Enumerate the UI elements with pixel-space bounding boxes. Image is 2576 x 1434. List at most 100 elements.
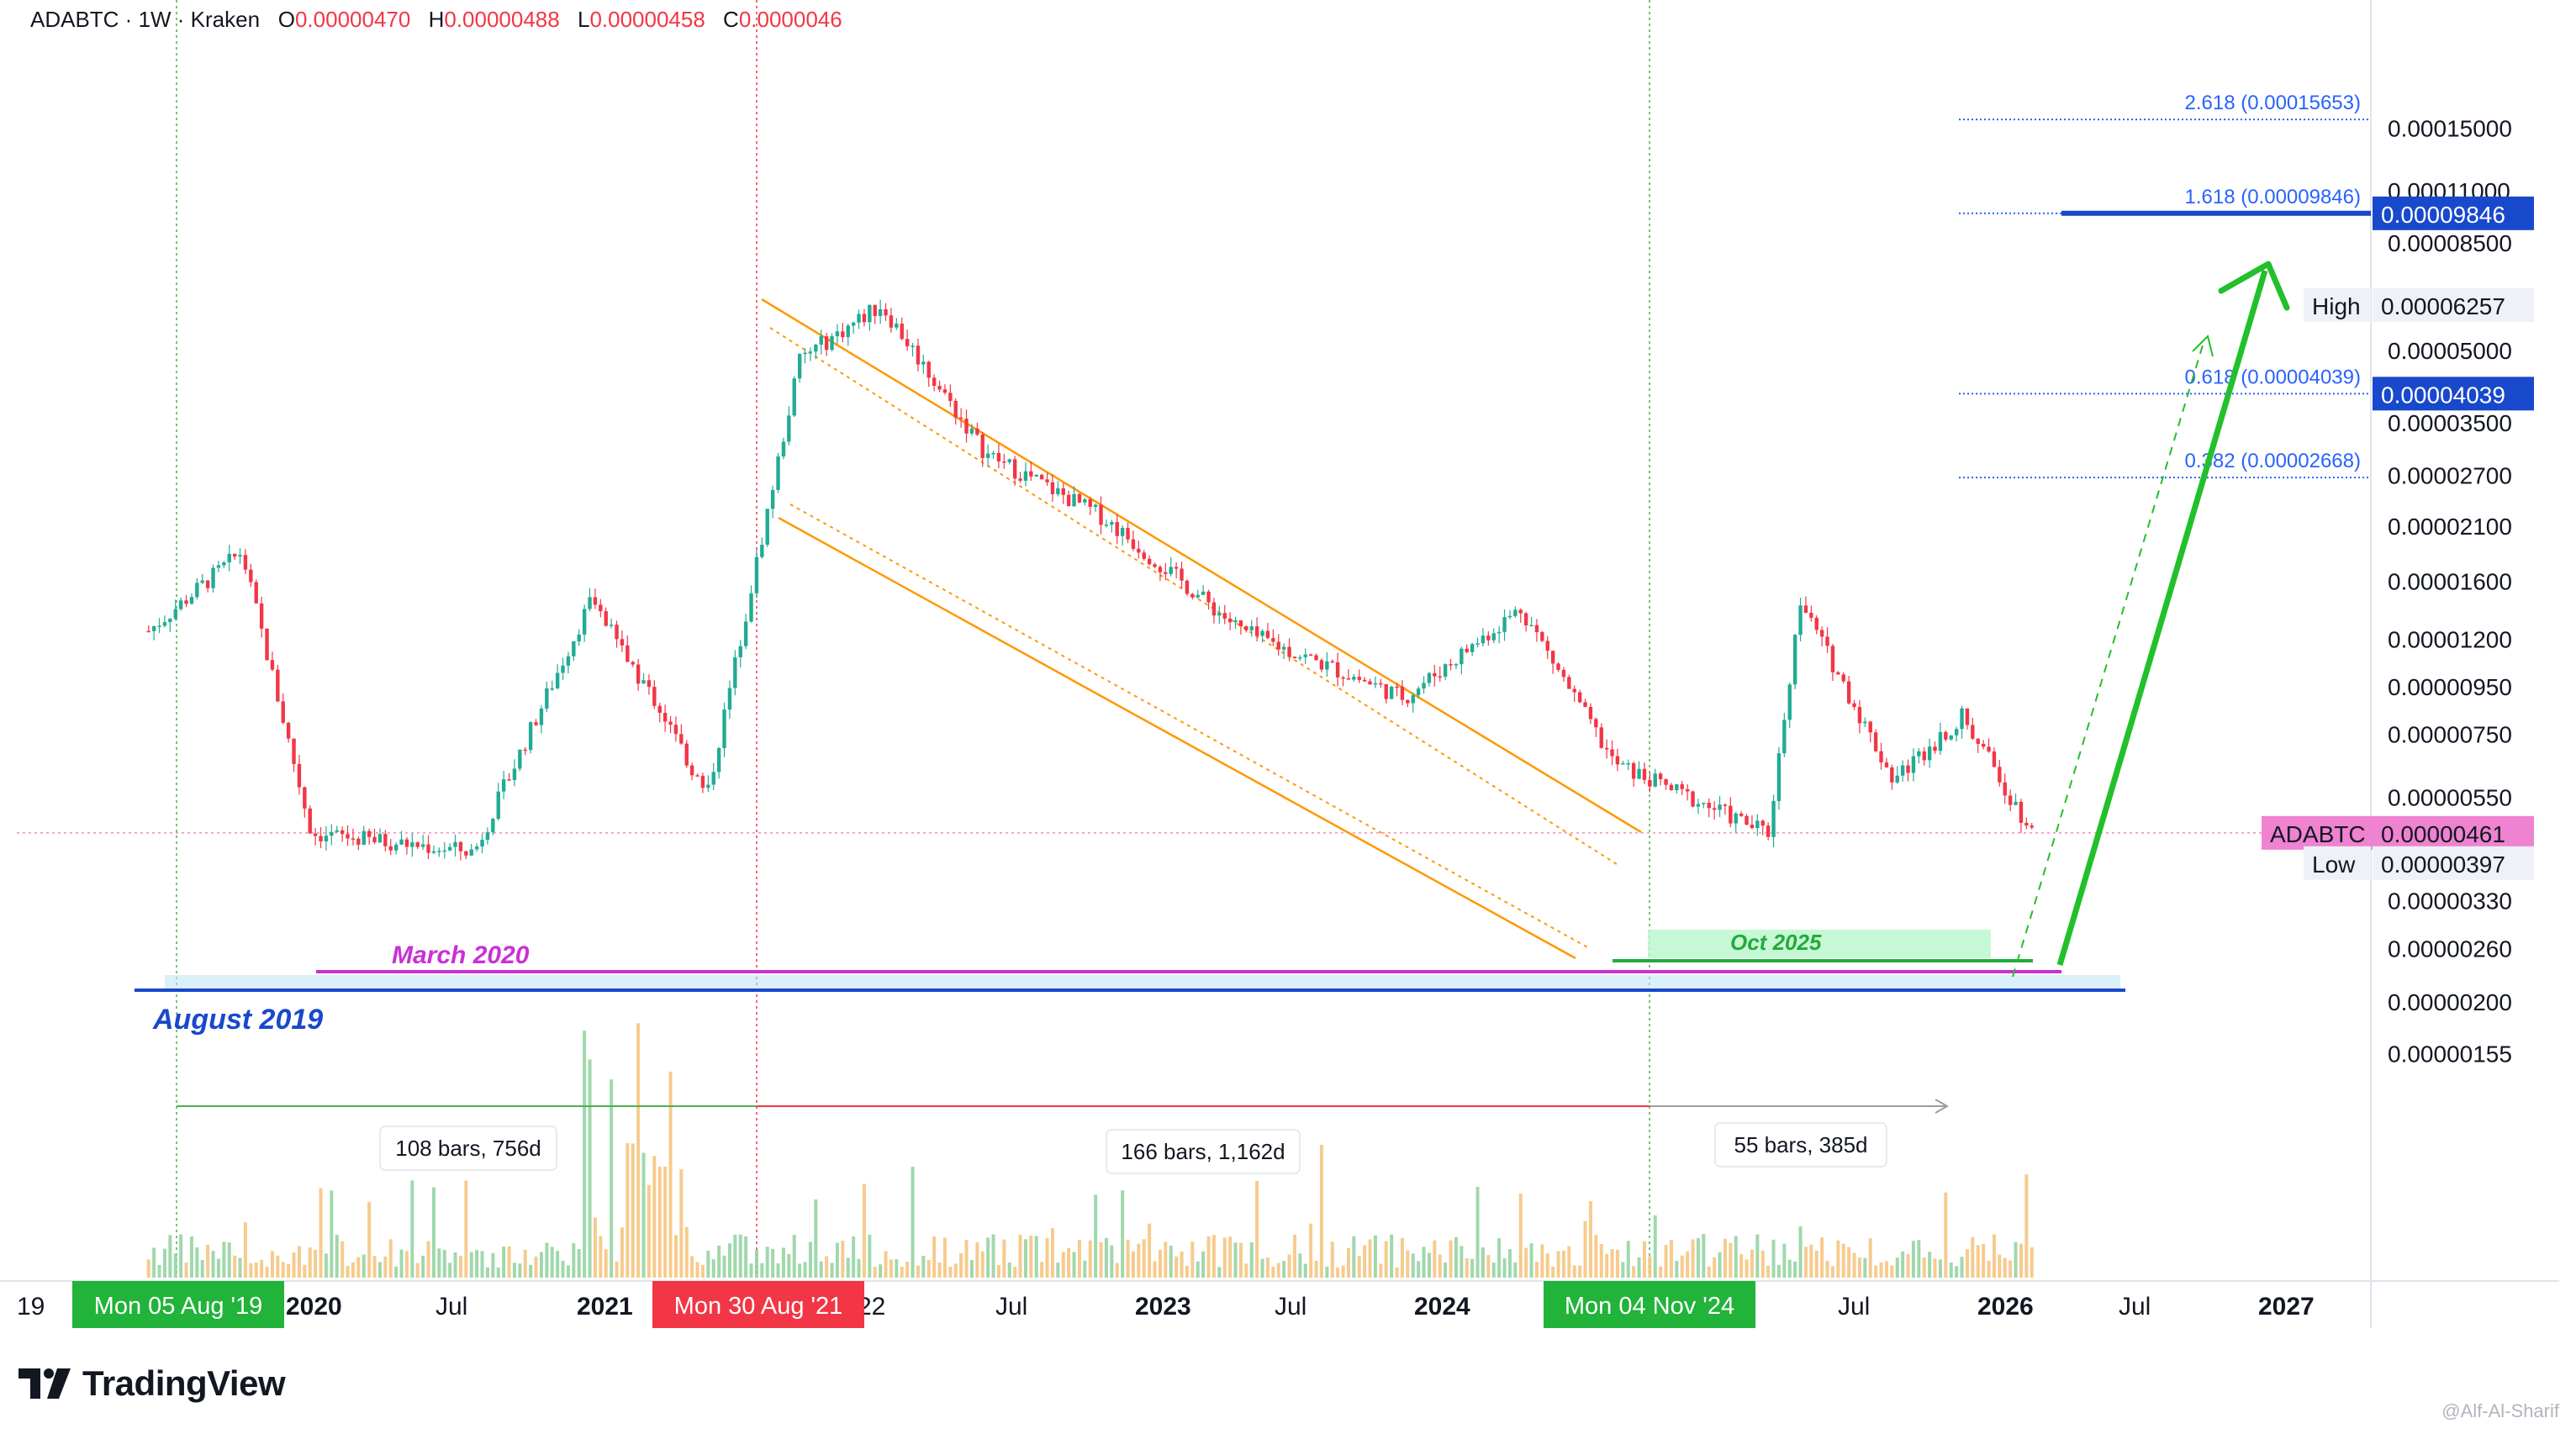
volume-bar-155 bbox=[980, 1251, 984, 1278]
volume-bar-66 bbox=[502, 1247, 506, 1278]
volume-bar-289 bbox=[1702, 1234, 1706, 1278]
volume-bar-230 bbox=[1384, 1241, 1388, 1278]
price-tag-value-2: 0.00004039 bbox=[2381, 382, 2505, 408]
candle-body-234 bbox=[1406, 699, 1410, 704]
x-tick-label-5: Jul bbox=[995, 1293, 1027, 1321]
candle-body-146 bbox=[932, 377, 937, 387]
volume-group bbox=[146, 1023, 2034, 1278]
volume-bar-135 bbox=[873, 1267, 877, 1278]
candle-body-208 bbox=[1265, 630, 1270, 639]
candle-body-225 bbox=[1357, 677, 1361, 680]
candle-body-193 bbox=[1185, 580, 1190, 594]
price-tag-label-1: High bbox=[2312, 293, 2361, 319]
volume-bar-139 bbox=[895, 1259, 899, 1278]
volume-bar-303 bbox=[1776, 1264, 1781, 1278]
candle-body-37 bbox=[346, 834, 350, 839]
candle-body-224 bbox=[1352, 677, 1356, 680]
candle-body-85 bbox=[604, 611, 608, 626]
volume-bar-102 bbox=[695, 1262, 699, 1278]
volume-bar-244 bbox=[1460, 1246, 1464, 1278]
volume-bar-182 bbox=[1126, 1239, 1130, 1278]
y-tick-label-3: 0.00005000 bbox=[2388, 338, 2512, 364]
candle-body-7 bbox=[184, 600, 188, 604]
candle-body-162 bbox=[1018, 478, 1022, 481]
candle-body-161 bbox=[1012, 459, 1017, 479]
volume-bar-299 bbox=[1755, 1234, 1760, 1278]
candle-body-214 bbox=[1298, 656, 1302, 659]
candle-body-191 bbox=[1174, 567, 1179, 569]
candle-body-222 bbox=[1341, 677, 1345, 679]
volume-bar-235 bbox=[1411, 1253, 1415, 1278]
volume-bar-114 bbox=[760, 1263, 764, 1278]
volume-bar-110 bbox=[738, 1234, 742, 1278]
price-tag-box-3 bbox=[2262, 815, 2534, 850]
candle-body-211 bbox=[1281, 646, 1286, 650]
volume-bar-242 bbox=[1449, 1240, 1453, 1278]
volume-bar-178 bbox=[1104, 1237, 1108, 1278]
candle-body-119 bbox=[787, 415, 791, 442]
candle-body-61 bbox=[474, 846, 479, 850]
candle-body-28 bbox=[297, 763, 302, 788]
candle-body-235 bbox=[1411, 695, 1415, 704]
candle-body-304 bbox=[1782, 720, 1787, 754]
volume-bar-73 bbox=[539, 1252, 543, 1278]
candle-body-14 bbox=[222, 562, 226, 566]
volume-bar-170 bbox=[1061, 1252, 1065, 1278]
volume-bar-222 bbox=[1341, 1265, 1345, 1278]
volume-bar-288 bbox=[1696, 1238, 1700, 1278]
price-tag-box-4 bbox=[2373, 846, 2534, 880]
volume-bar-67 bbox=[507, 1246, 511, 1278]
volume-bar-151 bbox=[959, 1252, 963, 1278]
candle-body-112 bbox=[749, 593, 753, 622]
candle-body-300 bbox=[1760, 820, 1765, 826]
volume-bar-94 bbox=[652, 1156, 657, 1278]
projection-arrow-main bbox=[2056, 270, 2268, 966]
volume-bar-221 bbox=[1336, 1267, 1340, 1278]
candle-body-20 bbox=[254, 582, 258, 604]
candle-body-42 bbox=[372, 836, 377, 843]
x-tick-label-9: Jul bbox=[1838, 1293, 1870, 1321]
candle-body-113 bbox=[754, 556, 759, 593]
volume-bar-131 bbox=[852, 1236, 856, 1278]
candle-body-27 bbox=[292, 738, 296, 764]
candle-body-59 bbox=[464, 851, 468, 856]
volume-bar-236 bbox=[1417, 1261, 1421, 1278]
projection-arrow-head bbox=[2218, 261, 2290, 311]
volume-bar-44 bbox=[383, 1256, 388, 1278]
volume-bar-307 bbox=[1798, 1226, 1803, 1278]
candle-body-223 bbox=[1346, 677, 1351, 680]
y-tick-label-11: 0.00000550 bbox=[2388, 784, 2512, 810]
candle-body-167 bbox=[1045, 479, 1049, 482]
volume-bar-57 bbox=[453, 1252, 457, 1278]
volume-bar-195 bbox=[1196, 1261, 1200, 1278]
candles-group bbox=[146, 299, 2034, 861]
volume-bar-304 bbox=[1782, 1243, 1787, 1278]
candle-body-309 bbox=[1809, 613, 1813, 618]
y-tick-label-4: 0.00003500 bbox=[2388, 410, 2512, 436]
candle-body-141 bbox=[905, 339, 910, 346]
candle-body-130 bbox=[846, 325, 850, 338]
candle-body-339 bbox=[1971, 725, 1975, 739]
price-tag-box-2 bbox=[2373, 377, 2534, 411]
candle-body-289 bbox=[1702, 803, 1706, 804]
candle-body-243 bbox=[1454, 664, 1459, 666]
volume-bar-129 bbox=[841, 1241, 845, 1278]
volume-bar-274 bbox=[1621, 1262, 1625, 1278]
candle-body-331 bbox=[1927, 746, 1932, 761]
candle-body-192 bbox=[1180, 568, 1184, 581]
candle-body-279 bbox=[1648, 779, 1652, 787]
candle-body-314 bbox=[1836, 672, 1840, 675]
candle-body-230 bbox=[1384, 683, 1388, 699]
volume-bar-174 bbox=[1083, 1260, 1087, 1278]
candle-body-24 bbox=[276, 669, 280, 702]
volume-bar-68 bbox=[512, 1263, 516, 1278]
candle-body-51 bbox=[420, 844, 425, 847]
tradingview-logo[interactable]: TradingView bbox=[18, 1363, 286, 1404]
candle-body-179 bbox=[1110, 522, 1114, 525]
volume-bar-48 bbox=[404, 1251, 409, 1278]
candle-body-83 bbox=[593, 597, 598, 605]
volume-bar-29 bbox=[303, 1264, 307, 1278]
symbol-label[interactable]: ADABTC · 1W · Kraken bbox=[30, 7, 261, 32]
candle-body-218 bbox=[1319, 660, 1324, 670]
